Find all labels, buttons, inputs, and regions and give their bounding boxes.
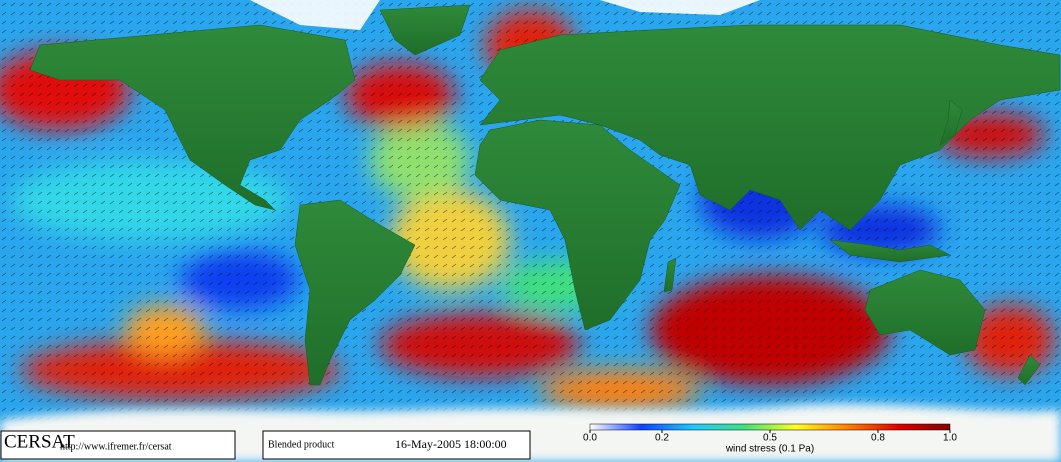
south-america [294,199,416,386]
colorbar: 0.0 0.2 0.5 0.8 1.0 wind stress (0.1 Pa) [583,423,957,455]
url: http://www.ifremer.fr/cersat [60,441,172,452]
arctic-ice [250,0,760,30]
colorbar-tick-label: 1.0 [943,433,957,444]
indonesia [829,239,951,263]
date: 16-May-2005 18:00:00 [395,437,507,451]
africa [474,119,681,331]
colorbar-tick-label: 0.2 [655,433,669,444]
colorbar-tick-label: 0.0 [583,433,597,444]
footer: CERSAT http://www.ifremer.fr/cersat Blen… [0,430,531,460]
australia [864,269,986,356]
product: Blended product [268,439,335,450]
colorbar-tick-label: 0.8 [871,433,885,444]
greenland [379,4,471,56]
new-zealand [1017,354,1041,386]
land [29,4,1061,386]
colorbar-label: wind stress (0.1 Pa) [725,444,814,455]
eurasia [479,24,1061,231]
japan [939,99,963,146]
logo-box [0,430,236,460]
logo: CERSAT [4,431,75,452]
product-box [262,430,531,460]
colorbar-scale [589,423,951,431]
north-america [29,24,356,211]
colorbar-tick-label: 0.5 [763,433,777,444]
madagascar [663,257,677,293]
